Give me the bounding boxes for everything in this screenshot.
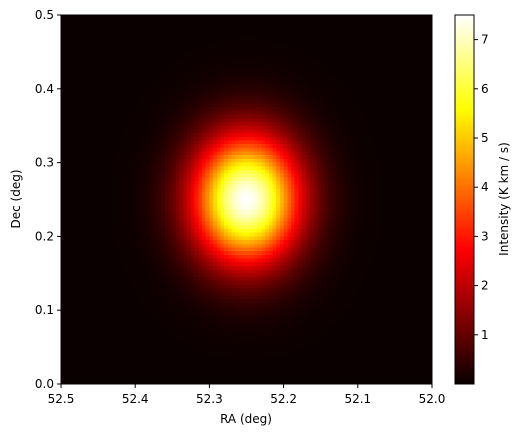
x-tick-label: 52.4 (122, 392, 149, 406)
colorbar-tick-label: 2 (481, 279, 489, 293)
colorbar-tick-label: 3 (481, 229, 489, 243)
x-tick-label: 52.3 (196, 392, 223, 406)
heatmap-image (61, 15, 432, 384)
y-tick-label: 0.0 (35, 377, 54, 391)
colorbar-frame (454, 14, 475, 385)
x-tick-label: 52.1 (344, 392, 371, 406)
y-tick-label: 0.3 (35, 156, 54, 170)
heatmap-plot-area (60, 14, 433, 385)
colorbar-tick-label: 1 (481, 328, 489, 342)
y-tick-label: 0.4 (35, 82, 54, 96)
x-tick-label: 52.5 (48, 392, 75, 406)
x-axis-ticks: 52.5 52.4 52.3 52.2 52.1 52.0 (48, 384, 446, 406)
plot-frame (60, 14, 433, 385)
y-tick-label: 0.1 (35, 303, 54, 317)
colorbar-tick-label: 4 (481, 180, 489, 194)
colorbar-gradient (455, 15, 474, 384)
colorbar-tick-label: 5 (481, 131, 489, 145)
x-tick-label: 52.0 (419, 392, 446, 406)
colorbar-tick-label: 7 (481, 33, 489, 47)
y-tick-label: 0.2 (35, 229, 54, 243)
colorbar-label: Intensity (K km / s) (497, 142, 511, 256)
x-axis-label: RA (deg) (220, 412, 272, 426)
colorbar: 1 2 3 4 5 6 7 Intensity (K km / s) (454, 14, 511, 385)
y-axis-label: Dec (deg) (9, 169, 23, 228)
y-axis-ticks: 0.0 0.1 0.2 0.3 0.4 0.5 (35, 8, 61, 391)
colorbar-tick-label: 6 (481, 82, 489, 96)
y-tick-label: 0.5 (35, 8, 54, 22)
x-tick-label: 52.2 (270, 392, 297, 406)
colorbar-ticks: 1 2 3 4 5 6 7 (474, 33, 489, 342)
